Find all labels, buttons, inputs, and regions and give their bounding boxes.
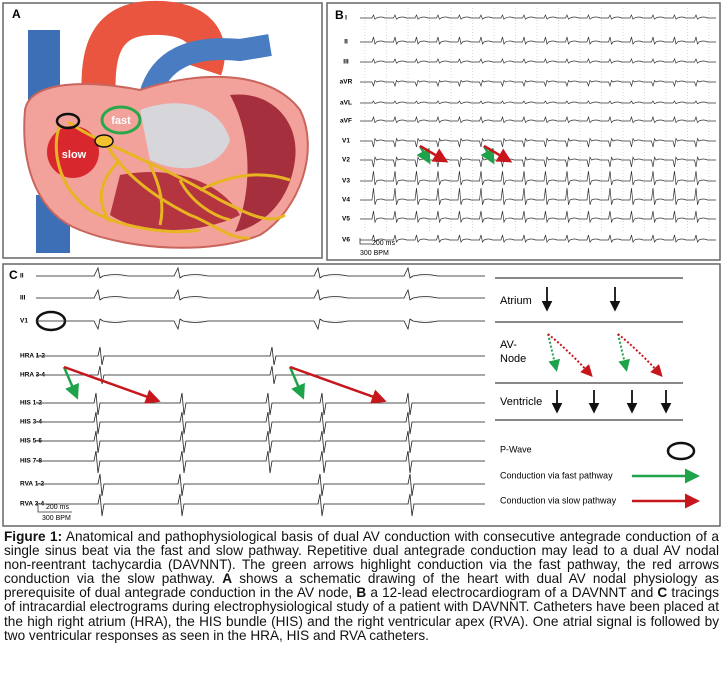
- lead-label: V1: [342, 138, 350, 145]
- slow-arrow: [483, 144, 513, 163]
- slow-arrow: [289, 365, 387, 404]
- legend-fast: Conduction via fast pathway: [500, 470, 613, 480]
- panel-frame: [2, 263, 721, 527]
- lead-label: RVA 1-2: [20, 481, 44, 488]
- lead-label: III: [343, 59, 349, 66]
- caption-text: A: [222, 571, 233, 587]
- lead-label: aVF: [340, 118, 352, 125]
- p-wave-symbol: [666, 441, 696, 461]
- scale-time: 200 ms: [372, 240, 395, 247]
- egm-trace: [36, 473, 485, 497]
- lead-label: HRA 1-2: [20, 353, 45, 360]
- legend-atrium: Atrium: [500, 295, 532, 307]
- caption-text: Anatomical and pathophysiological basis …: [4, 530, 719, 587]
- scale-time: 200 ms: [46, 504, 69, 511]
- caption-text: a 12-lead electrocardiogram of a DAVNNT …: [366, 585, 658, 601]
- egm-trace: [36, 318, 485, 331]
- slow-label: slow: [62, 149, 87, 161]
- fast-arrow: [416, 145, 431, 165]
- lead-label: II: [20, 273, 24, 280]
- figure: A fast slow B IIIIIIaVRaVLaVFV1V2V3V4V5V…: [2, 0, 721, 527]
- egm-trace: [36, 430, 485, 454]
- egm-trace: [36, 288, 485, 301]
- lead-label: V1: [20, 318, 28, 325]
- ecg-trace: [360, 170, 716, 186]
- valve-area: [140, 103, 230, 169]
- fast-arrow: [62, 366, 79, 400]
- lead-label: V2: [342, 157, 350, 164]
- egm-trace: [36, 392, 485, 416]
- caption-text: C: [657, 585, 668, 601]
- panel-label: C: [9, 268, 18, 282]
- fast-arrow: [480, 145, 495, 165]
- ecg-trace: [360, 137, 716, 148]
- egm-trace: [36, 346, 485, 366]
- legend-slow: Conduction via slow pathway: [500, 495, 617, 505]
- node-fast-arrow: [617, 333, 631, 372]
- lead-label: II: [344, 39, 348, 46]
- caption-label: Figure 1:: [4, 530, 63, 544]
- ecg-trace: [360, 58, 716, 64]
- lead-label: HIS 3-4: [20, 419, 42, 426]
- scale-bar: [359, 238, 372, 245]
- lead-label: V3: [342, 178, 350, 185]
- scale-rate: 300 BPM: [360, 250, 389, 257]
- caption-text: tracings of intracardial electrograms du…: [4, 585, 719, 643]
- lead-label: III: [20, 295, 26, 302]
- egm-trace: [36, 411, 485, 435]
- slow-arrow: [419, 144, 449, 163]
- legend-av-node: Node: [500, 353, 526, 365]
- lead-label: V5: [342, 216, 350, 223]
- panel-c: C Atrium AV- Node Ventricle P-Wave Condu…: [2, 263, 721, 527]
- av-node: [94, 134, 114, 148]
- sinus-node-marker: [55, 112, 81, 130]
- ecg-trace: [360, 100, 716, 105]
- ecg-trace: [360, 234, 716, 243]
- egm-trace: [36, 266, 485, 279]
- lead-label: I: [345, 15, 347, 22]
- conduction-system: [54, 120, 291, 240]
- slow-arrow: [63, 365, 161, 404]
- lead-label: V6: [342, 237, 350, 244]
- panel-a: A fast slow: [2, 0, 323, 259]
- pulmonary-artery: [139, 34, 272, 99]
- egm-trace: [36, 493, 485, 517]
- lead-label: aVR: [340, 79, 353, 86]
- scale-bar: [37, 505, 72, 513]
- fast-pathway-marker: [100, 105, 142, 135]
- ecg-trace: [360, 210, 716, 224]
- lead-label: HRA 3-4: [20, 372, 45, 379]
- fast-arrow: [288, 366, 305, 400]
- panel-label: A: [12, 7, 21, 21]
- caption-text: shows a schematic drawing of the heart w…: [4, 571, 719, 601]
- ecg-trace: [360, 36, 716, 45]
- lead-label: aVL: [340, 100, 352, 107]
- panel-label: B: [335, 8, 344, 22]
- legend-av-node: AV-: [500, 339, 517, 351]
- lead-label: HIS 7-8: [20, 458, 42, 465]
- ecg-trace: [360, 115, 716, 124]
- legend-ventricle: Ventricle: [500, 396, 542, 408]
- ecg-trace: [360, 79, 716, 88]
- lead-label: HIS 1-2: [20, 400, 42, 407]
- node-slow-arrow: [547, 333, 593, 377]
- egm-trace: [36, 365, 485, 385]
- scale-rate: 300 BPM: [42, 515, 71, 522]
- lead-label: HIS 5-6: [20, 438, 42, 445]
- caption: Figure 1: Anatomical and pathophysiologi…: [4, 530, 719, 688]
- fast-label: fast: [111, 115, 131, 127]
- ecg-trace: [360, 14, 716, 20]
- node-slow-arrow: [617, 333, 663, 377]
- lead-label: V4: [342, 197, 350, 204]
- left-ventricle-wall: [230, 94, 296, 233]
- legend-p-wave: P-Wave: [500, 444, 532, 454]
- lead-label: RVA 3-4: [20, 501, 44, 508]
- ecg-trace: [360, 187, 716, 205]
- egm-trace: [36, 450, 485, 474]
- panel-frame: [326, 2, 721, 261]
- caption-text: B: [356, 585, 367, 601]
- node-fast-arrow: [547, 333, 561, 372]
